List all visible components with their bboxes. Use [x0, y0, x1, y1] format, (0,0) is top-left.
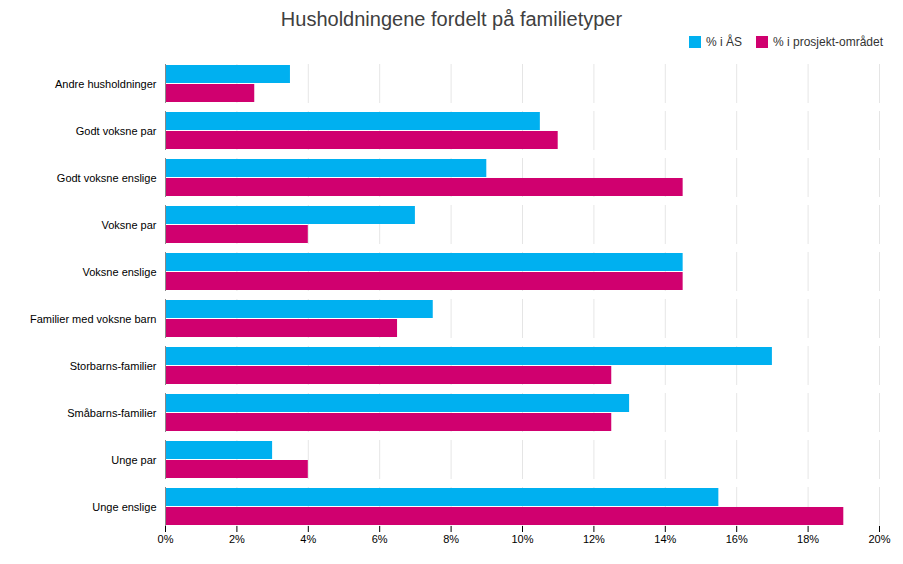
html-text:% i ÅS: % i ÅS	[705, 35, 742, 49]
svg-text:6%: 6%	[372, 533, 388, 545]
svg-text:Voksne par: Voksne par	[101, 219, 156, 231]
svg-text:4%: 4%	[300, 533, 316, 545]
svg-text:16%: 16%	[726, 533, 748, 545]
svg-text:10%: 10%	[511, 533, 533, 545]
svg-text:2%: 2%	[229, 533, 245, 545]
svg-text:Storbarns-familier: Storbarns-familier	[70, 360, 157, 372]
svg-text:Unge par: Unge par	[111, 454, 157, 466]
svg-text:Andre husholdninger: Andre husholdninger	[55, 78, 157, 90]
svg-text:Småbarns-familier: Småbarns-familier	[67, 407, 157, 419]
svg-text:8%: 8%	[443, 533, 459, 545]
svg-text:18%: 18%	[797, 533, 819, 545]
svg-text:12%: 12%	[583, 533, 605, 545]
svg-text:14%: 14%	[654, 533, 676, 545]
svg-text:20%: 20%	[868, 533, 890, 545]
svg-text:0%: 0%	[158, 533, 174, 545]
svg-text:Familier med voksne barn: Familier med voksne barn	[30, 313, 157, 325]
html-text:% i prosjekt-området: % i prosjekt-området	[773, 35, 883, 49]
svg-text:Godt voksne par: Godt voksne par	[76, 125, 157, 137]
html-text:Husholdningene fordelt på fami: Husholdningene fordelt på familietyper	[280, 8, 623, 30]
svg-text:Voksne enslige: Voksne enslige	[83, 266, 157, 278]
svg-text:Godt voksne enslige: Godt voksne enslige	[57, 172, 157, 184]
svg-text:Unge enslige: Unge enslige	[92, 501, 156, 513]
